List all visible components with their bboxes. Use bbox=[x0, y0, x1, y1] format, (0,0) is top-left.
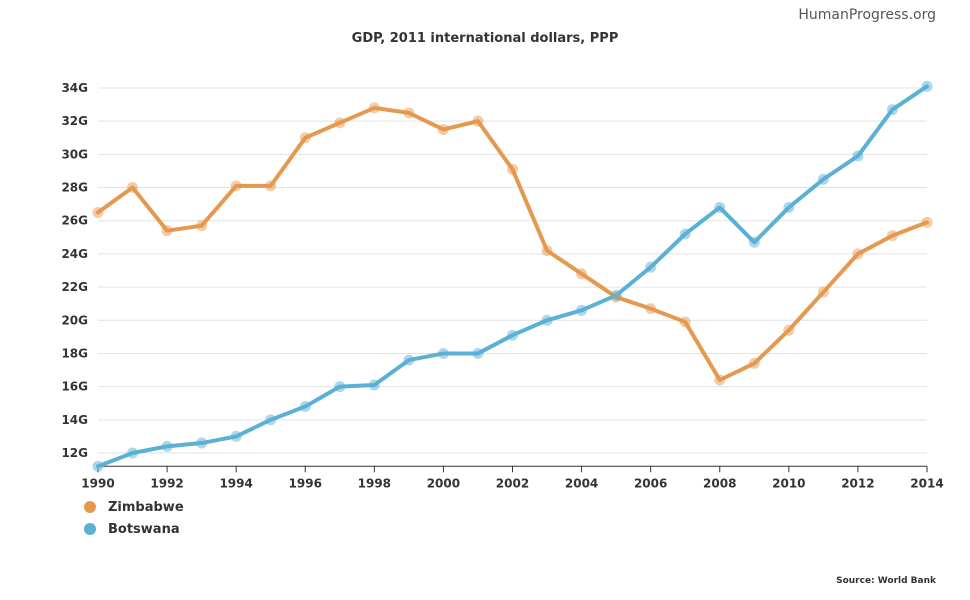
data-point-zimbabwe bbox=[196, 220, 208, 232]
legend-item-zimbabwe[interactable]: Zimbabwe bbox=[84, 496, 184, 518]
data-point-botswana bbox=[507, 329, 518, 341]
brand-label[interactable]: HumanProgress.org bbox=[798, 7, 936, 23]
legend-label: Botswana bbox=[108, 521, 180, 537]
x-tick-label: 1992 bbox=[150, 476, 183, 490]
data-point-botswana bbox=[368, 379, 380, 391]
x-tick-label: 2014 bbox=[910, 476, 943, 490]
data-point-zimbabwe bbox=[507, 163, 518, 175]
data-point-zimbabwe bbox=[886, 230, 898, 242]
grid-lines bbox=[98, 87, 927, 454]
x-axis: 1990 1992 1994 1996 1998 2000 2002 2004 2006 2008… bbox=[81, 465, 944, 490]
source-label: Source: World Bank bbox=[836, 576, 936, 586]
data-point-botswana bbox=[748, 236, 760, 248]
data-point-botswana bbox=[230, 430, 242, 442]
x-tick-label: 2006 bbox=[634, 476, 667, 490]
data-point-botswana bbox=[921, 80, 933, 92]
data-point-botswana bbox=[196, 437, 208, 449]
data-point-zimbabwe bbox=[921, 216, 933, 228]
x-tick-label: 2010 bbox=[772, 476, 805, 490]
data-point-botswana bbox=[576, 304, 588, 316]
data-point-zimbabwe bbox=[127, 182, 139, 194]
x-tick-label: 1990 bbox=[81, 476, 114, 490]
data-point-zimbabwe bbox=[437, 123, 449, 135]
data-point-zimbabwe bbox=[265, 180, 277, 192]
data-point-botswana bbox=[783, 201, 795, 213]
x-tick-label: 2002 bbox=[496, 476, 529, 490]
data-point-zimbabwe bbox=[783, 324, 795, 336]
data-point-zimbabwe bbox=[679, 316, 691, 328]
y-tick-label: 20G bbox=[61, 313, 88, 327]
series-line-botswana bbox=[96, 84, 929, 469]
chart-title: GDP, 2011 international dollars, PPP bbox=[351, 31, 619, 46]
x-tick-label: 2008 bbox=[703, 476, 736, 490]
data-point-botswana bbox=[299, 401, 311, 413]
y-tick-label: 18G bbox=[61, 346, 88, 360]
data-point-botswana bbox=[817, 173, 829, 185]
data-point-zimbabwe bbox=[748, 357, 760, 369]
data-point-botswana bbox=[265, 414, 277, 426]
y-tick-label: 12G bbox=[61, 446, 88, 460]
data-point-botswana bbox=[679, 228, 691, 240]
data-point-zimbabwe bbox=[472, 115, 484, 127]
y-tick-label: 30G bbox=[61, 147, 88, 161]
y-tick-label: 22G bbox=[61, 280, 88, 294]
data-point-zimbabwe bbox=[230, 180, 242, 192]
data-point-botswana bbox=[472, 347, 484, 359]
data-point-botswana bbox=[645, 261, 657, 273]
x-tick-label: 1994 bbox=[219, 476, 252, 490]
data-point-zimbabwe bbox=[817, 286, 829, 298]
legend-label: Zimbabwe bbox=[108, 499, 184, 515]
data-point-zimbabwe bbox=[368, 102, 380, 114]
y-tick-label: 24G bbox=[61, 247, 88, 261]
data-point-botswana bbox=[610, 289, 622, 301]
y-tick-label: 16G bbox=[61, 380, 88, 394]
data-point-botswana bbox=[127, 447, 139, 459]
data-point-zimbabwe bbox=[334, 117, 346, 129]
data-point-zimbabwe bbox=[299, 132, 311, 144]
data-point-zimbabwe bbox=[645, 303, 657, 315]
x-tick-label: 1998 bbox=[358, 476, 391, 490]
data-point-botswana bbox=[541, 314, 553, 326]
data-point-zimbabwe bbox=[541, 245, 553, 257]
data-point-zimbabwe bbox=[161, 225, 173, 237]
legend-dot-botswana-icon bbox=[84, 523, 96, 535]
y-tick-label: 14G bbox=[61, 413, 88, 427]
data-point-botswana bbox=[886, 104, 898, 116]
y-tick-label: 34G bbox=[61, 81, 88, 95]
y-axis-ticks: 12G 14G 16G 18G 20G 22G 24G 26G 28G 30G 32G 34G bbox=[61, 81, 88, 460]
data-point-zimbabwe bbox=[576, 268, 588, 280]
data-point-zimbabwe bbox=[714, 374, 726, 386]
data-point-zimbabwe bbox=[852, 248, 864, 260]
x-tick-label: 2012 bbox=[841, 476, 874, 490]
series-points bbox=[92, 80, 933, 472]
x-tick-label: 1996 bbox=[289, 476, 322, 490]
data-point-botswana bbox=[437, 347, 449, 359]
y-tick-label: 26G bbox=[61, 214, 88, 228]
y-tick-label: 32G bbox=[61, 114, 88, 128]
data-point-zimbabwe bbox=[403, 107, 415, 119]
data-point-botswana bbox=[403, 354, 415, 366]
data-point-botswana bbox=[852, 150, 864, 162]
data-point-botswana bbox=[714, 201, 726, 213]
x-tick-label: 2004 bbox=[565, 476, 598, 490]
data-point-botswana bbox=[334, 381, 346, 393]
legend-item-botswana[interactable]: Botswana bbox=[84, 518, 184, 540]
data-point-zimbabwe bbox=[92, 206, 104, 218]
legend-dot-zimbabwe-icon bbox=[84, 501, 96, 513]
y-tick-label: 28G bbox=[61, 181, 88, 195]
legend: Zimbabwe Botswana bbox=[84, 496, 184, 540]
data-point-botswana bbox=[161, 440, 173, 452]
series-lines bbox=[96, 84, 929, 469]
x-tick-label: 2000 bbox=[427, 476, 460, 490]
data-point-botswana bbox=[92, 460, 104, 472]
